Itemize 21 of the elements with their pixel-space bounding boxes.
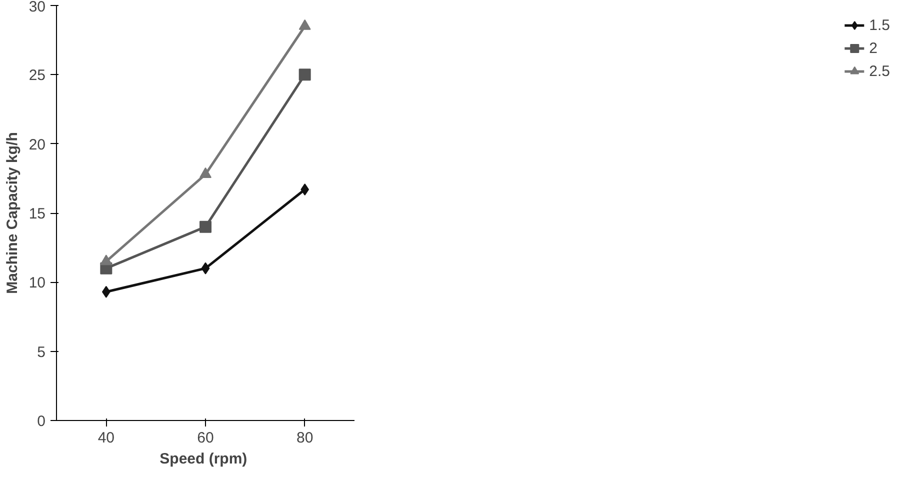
point [200, 220, 212, 233]
y-tick-label: 25 [28, 67, 46, 84]
point [200, 167, 212, 178]
point [298, 19, 311, 30]
y-tick-label: 30 [28, 0, 46, 16]
x-tick-label: 80 [296, 430, 314, 446]
x-axis-title: Speed (rpm) [160, 450, 248, 468]
y-tick-label: 0 [37, 413, 46, 430]
x-tick-label: 60 [197, 430, 214, 446]
legend-label: 2.5 [869, 62, 890, 80]
point [298, 68, 311, 81]
x-tick-label: 40 [98, 430, 115, 446]
point [201, 262, 210, 274]
legend-label: 2 [869, 40, 878, 56]
y-tick-label: 20 [28, 136, 46, 154]
y-tick-label: 10 [28, 274, 46, 292]
y-axis-title: Machine Capacity kg/h [4, 132, 21, 294]
y-tick-label: 5 [37, 344, 46, 361]
legend-label: 1.5 [869, 16, 890, 34]
point [100, 254, 112, 266]
y-tick-label: 15 [28, 206, 46, 222]
